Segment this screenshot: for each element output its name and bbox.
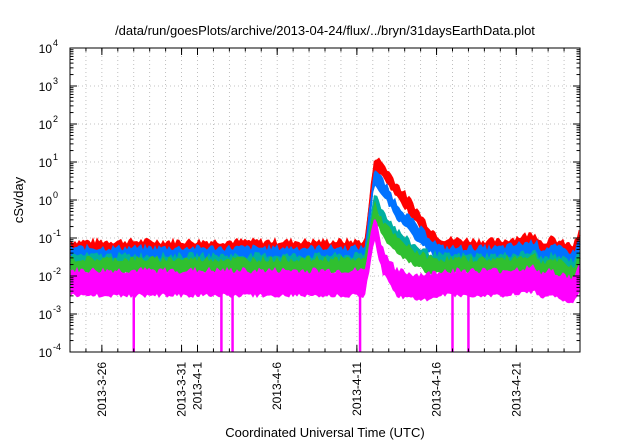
y-tick-label: 10 <box>39 156 53 170</box>
y-tick-label-exponent: 2 <box>53 114 58 124</box>
y-tick-label: 10 <box>39 270 53 284</box>
y-tick-label-exponent: 1 <box>53 152 58 162</box>
y-tick-label-exponent: 4 <box>53 38 58 48</box>
x-tick-label: 2013-4-11 <box>350 362 364 416</box>
series-line <box>70 171 581 259</box>
y-tick-label: 10 <box>39 308 53 322</box>
gridlines <box>69 47 581 353</box>
x-tick-label: 2013-4-6 <box>270 362 284 410</box>
y-tick-label: 10 <box>39 118 53 132</box>
y-axis-label: cSv/day <box>11 176 26 223</box>
y-tick-label-exponent: -3 <box>53 304 61 314</box>
y-tick-label-exponent: 0 <box>53 190 58 200</box>
x-tick-label: 2013-4-16 <box>430 362 444 417</box>
y-tick-label: 10 <box>39 194 53 208</box>
x-tick-label: 2013-4-1 <box>191 362 205 410</box>
x-tick-label: 2013-3-26 <box>95 362 109 417</box>
x-tick-label: 2013-4-21 <box>509 362 523 417</box>
series-layer <box>70 157 581 352</box>
y-tick-label-exponent: 3 <box>53 76 58 86</box>
y-tick-label: 10 <box>39 42 53 56</box>
y-tick-label: 10 <box>39 346 53 360</box>
y-tick-label-exponent: -1 <box>53 228 61 238</box>
y-tick-label-exponent: -4 <box>53 342 61 352</box>
y-tick-label-exponent: -2 <box>53 266 61 276</box>
y-tick-label: 10 <box>39 80 53 94</box>
series-line <box>70 205 581 274</box>
y-tick-label: 10 <box>39 232 53 246</box>
x-tick-label: 2013-3-31 <box>175 362 189 417</box>
series-line <box>70 219 581 286</box>
chart-title: /data/run/goesPlots/archive/2013-04-24/f… <box>115 23 535 38</box>
x-axis-label: Coordinated Universal Time (UTC) <box>225 425 424 440</box>
